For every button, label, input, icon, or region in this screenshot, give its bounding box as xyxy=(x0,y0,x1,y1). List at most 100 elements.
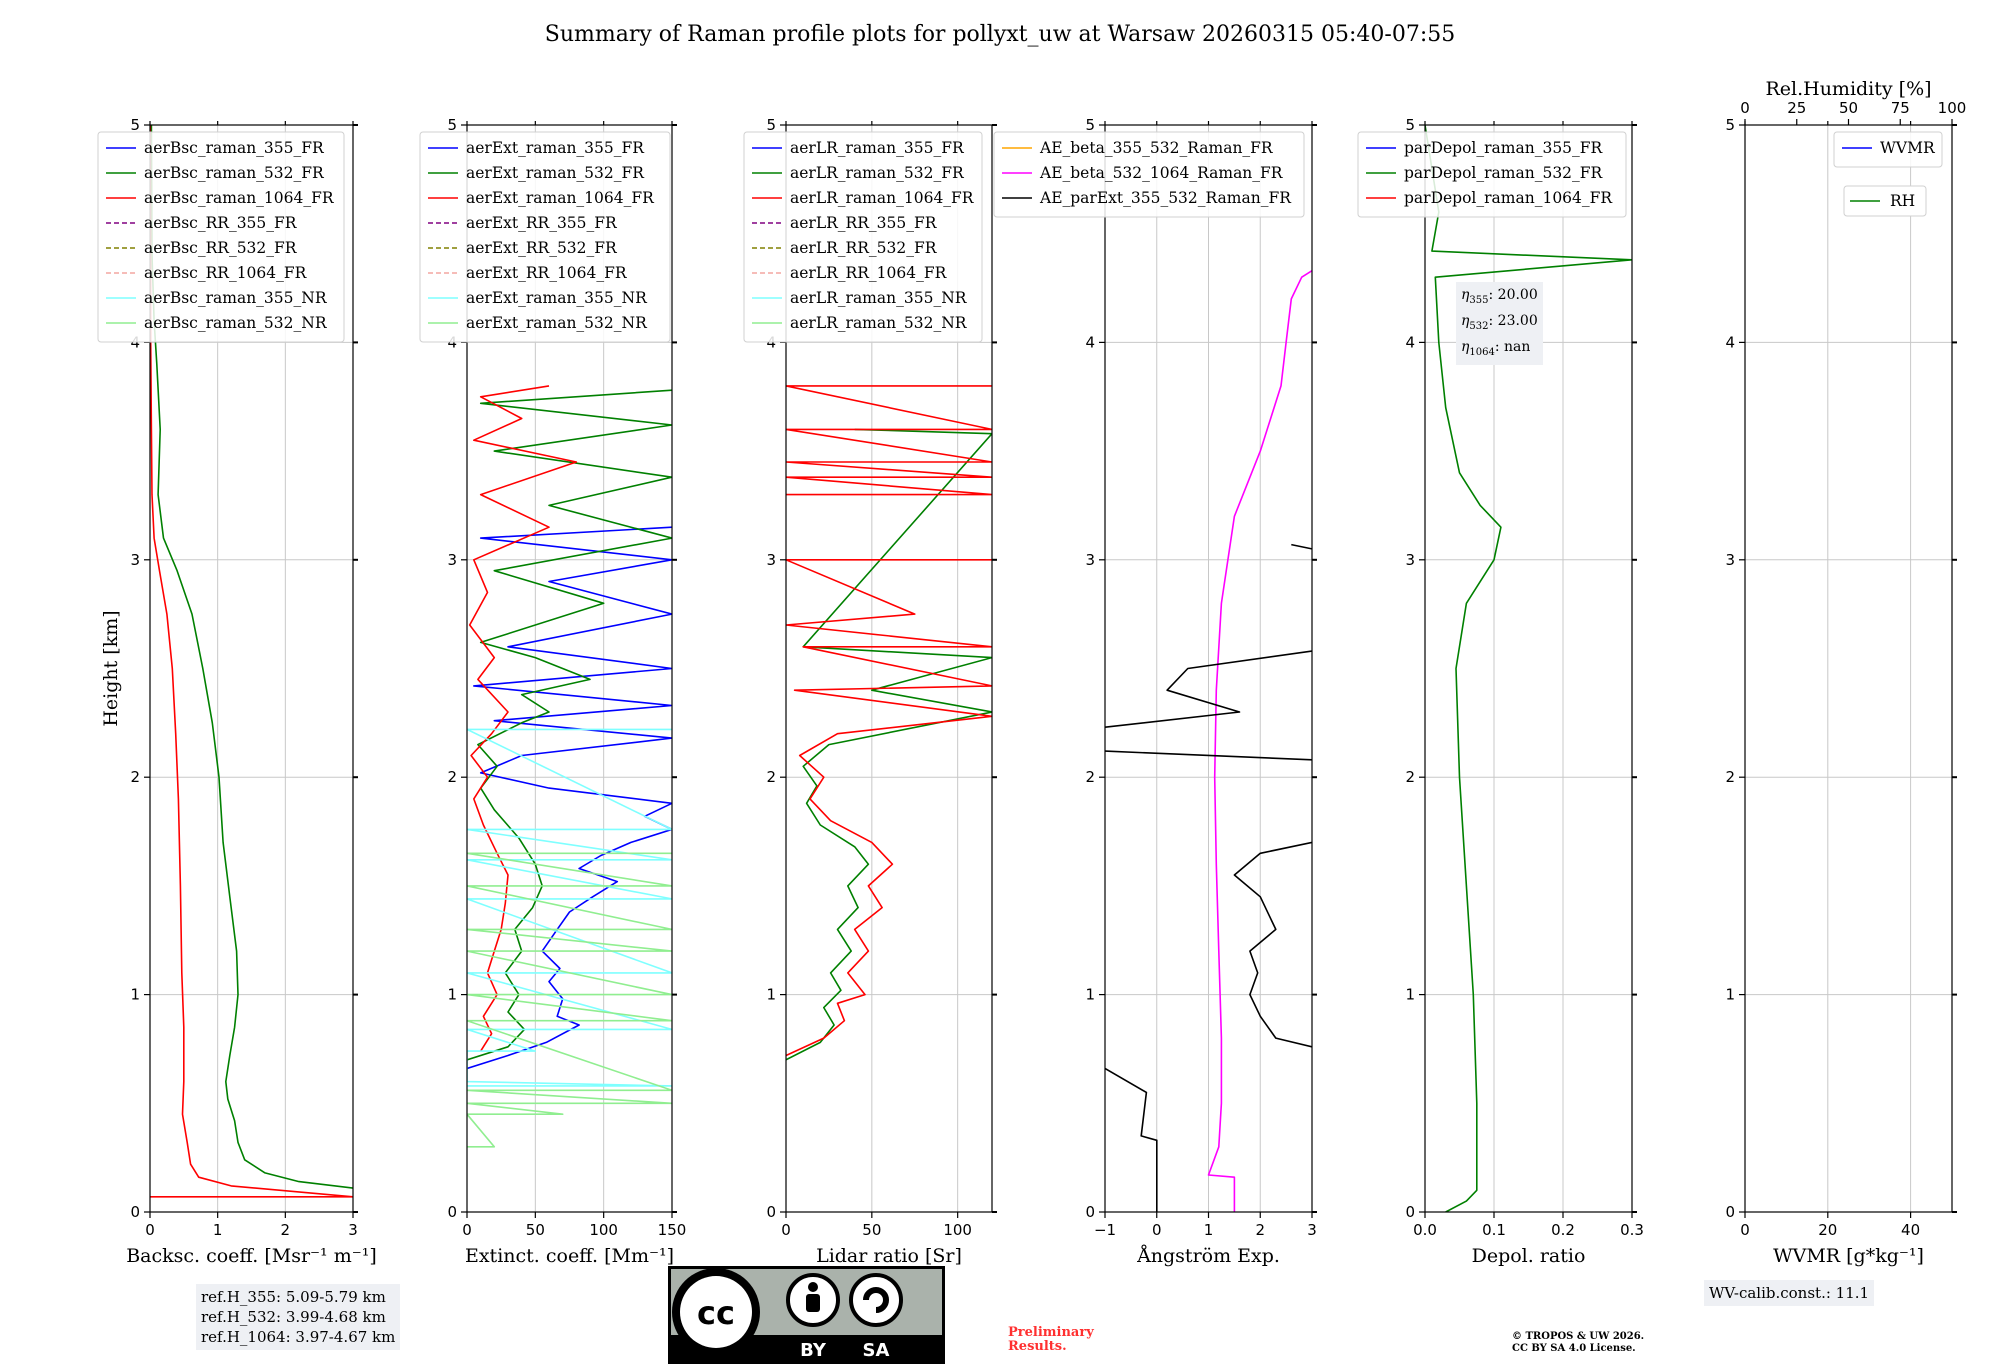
legend-entry: aerBsc_raman_1064_FR xyxy=(144,189,335,207)
legend-box xyxy=(419,131,671,343)
legend-box xyxy=(1833,131,1943,168)
series-line-AE_parExt_355_532_Raman_FR xyxy=(1105,1067,1158,1212)
x-tick-label: 3 xyxy=(348,1221,358,1239)
y-tick-label: 2 xyxy=(766,768,776,786)
series-line-aerExt_raman_355_NR xyxy=(467,728,672,1087)
series-line-aerLR_raman_1064_FR xyxy=(786,385,992,496)
axes-frame xyxy=(785,124,993,1213)
sa-icon xyxy=(849,1273,903,1327)
cc-logo-text: cc xyxy=(697,1294,735,1332)
wv-calib-text: WV-calib.const.: 11.1 xyxy=(1709,1284,1870,1302)
axes-frame xyxy=(149,124,354,1213)
copyright-line-2: CC BY SA 4.0 License. xyxy=(1512,1343,1636,1354)
series-line-aerLR_raman_532_FR xyxy=(786,428,992,1061)
legend-entry: aerExt_RR_355_FR xyxy=(466,214,618,232)
y-tick-label: 1 xyxy=(447,986,457,1004)
legend-entry: aerLR_RR_1064_FR xyxy=(790,264,948,282)
legend: parDepol_raman_355_FR parDepol_raman_532_… xyxy=(1357,131,1627,218)
legend-entry: aerExt_raman_355_FR xyxy=(466,139,645,157)
series-line-AE_parExt_355_532_Raman_FR xyxy=(1233,841,1312,1048)
legend-entry: AE_parExt_355_532_Raman_FR xyxy=(1039,189,1292,207)
x-tick-label: 1 xyxy=(1204,1221,1214,1239)
series-line-AE_beta_532_1064_Raman_FR xyxy=(1207,270,1312,1212)
legend-entry: aerExt_raman_532_NR xyxy=(466,314,648,332)
legend-entry: aerLR_RR_532_FR xyxy=(790,239,938,257)
legend-entry: aerExt_raman_355_NR xyxy=(466,289,648,307)
legend2-box xyxy=(1843,185,1927,217)
y-tick-label: 5 xyxy=(130,116,140,134)
ref-height-1064: ref.H_1064: 3.97-4.67 km xyxy=(201,1328,396,1346)
legend-entry: aerBsc_raman_532_NR xyxy=(144,314,328,332)
eta-1064-value: nan xyxy=(1504,338,1531,355)
x-tick-label: 0 xyxy=(145,1221,155,1239)
series-line-aerExt_raman_355_FR xyxy=(467,526,672,1070)
y-tick-label: 3 xyxy=(1405,551,1415,569)
y-tick-label: 4 xyxy=(1405,333,1415,351)
series-line-aerLR_raman_1064_FR xyxy=(786,559,992,1057)
legend-entry: aerExt_raman_1064_FR xyxy=(466,189,655,207)
legend: aerExt_raman_355_FR aerExt_raman_532_FRae… xyxy=(419,131,671,343)
sa-icon-arrow xyxy=(863,1287,889,1313)
y-tick-label: 5 xyxy=(1405,116,1415,134)
wv-calib-box: WV-calib.const.: 11.1 xyxy=(1704,1280,1875,1306)
axes-frame xyxy=(466,124,673,1213)
y-tick-label: 5 xyxy=(447,116,457,134)
legend-entry: aerBsc_raman_355_FR xyxy=(144,139,325,157)
legend-entry: aerLR_raman_532_FR xyxy=(790,164,965,182)
panel-lr: 050100012345Lidar ratio [Sr]aerLR_raman_… xyxy=(743,116,997,1267)
y-tick-label: 3 xyxy=(1085,551,1095,569)
x-axis-label: WVMR [g*kg⁻¹] xyxy=(1773,1245,1924,1267)
series-line-aerExt_raman_1064_FR xyxy=(468,385,578,1052)
y-tick-label: 3 xyxy=(130,551,140,569)
x-tick-label: −1 xyxy=(1094,1221,1116,1239)
x-tick-label: 100 xyxy=(943,1221,972,1239)
top-tick-label: 0 xyxy=(1740,99,1750,117)
top-tick-label: 100 xyxy=(1938,99,1967,117)
y-tick-label: 5 xyxy=(766,116,776,134)
cc-logo-inner xyxy=(680,1276,752,1348)
panel-depol: 0.0 0.1 0.2 0.3 0 1 2 3 4 5 Depol. ratio parDepol_r… xyxy=(1357,116,1644,1267)
y-tick-label: 0 xyxy=(130,1203,140,1221)
legend-entry: AE_beta_355_532_Raman_FR xyxy=(1039,139,1274,157)
x-tick-label: 20 xyxy=(1818,1221,1837,1239)
legend-entry: aerLR_raman_532_NR xyxy=(790,314,968,332)
top-tick-label: 25 xyxy=(1787,99,1806,117)
y-tick-label: 4 xyxy=(1085,333,1095,351)
y-tick-label: 0 xyxy=(1725,1203,1735,1221)
x-axis-label: Lidar ratio [Sr] xyxy=(816,1245,962,1267)
cc-by-label: BY xyxy=(800,1340,827,1361)
legend-entry: aerExt_RR_1064_FR xyxy=(466,264,628,282)
y-tick-label: 2 xyxy=(130,768,140,786)
x-tick-label: 0.2 xyxy=(1551,1221,1575,1239)
y-tick-label: 1 xyxy=(1085,986,1095,1004)
x-tick-label: 100 xyxy=(589,1221,618,1239)
eta-box: η355: 20.00 η532: 23.00 η1064: nan xyxy=(1456,282,1543,366)
eta-532: η532: 23.00 xyxy=(1461,312,1538,332)
ref-height-532: ref.H_532: 3.99-4.68 km xyxy=(201,1308,386,1326)
series-line-aerBsc_raman_532_FR xyxy=(150,125,353,1189)
legend-entry: aerLR_RR_355_FR xyxy=(790,214,938,232)
x-tick-label: 40 xyxy=(1901,1221,1920,1239)
panel-wv: 0 20 40 0 1 2 3 4 5 WVMR [g*kg⁻¹] 0 25 50 75 100 Rel.Hu… xyxy=(1725,78,1966,1267)
series-group xyxy=(467,385,672,1148)
x-tick-label: 0 xyxy=(1152,1221,1162,1239)
eta-532-value: 23.00 xyxy=(1497,312,1538,329)
legend-entry: aerExt_raman_532_FR xyxy=(466,164,645,182)
y-tick-label: 4 xyxy=(1725,333,1735,351)
x-tick-label: 0.3 xyxy=(1620,1221,1644,1239)
y-tick-label: 0 xyxy=(766,1203,776,1221)
copyright-note: © TROPOS & UW 2026. CC BY SA 4.0 License… xyxy=(1512,1331,1644,1355)
legend: aerBsc_raman_355_FR aerBsc_raman_532_FRae… xyxy=(97,131,345,343)
y-tick-label: 1 xyxy=(1405,986,1415,1004)
by-icon-head xyxy=(808,1282,818,1292)
y-tick-label: 3 xyxy=(766,551,776,569)
y-tick-label: 3 xyxy=(1725,551,1735,569)
legend-entry: aerBsc_raman_532_FR xyxy=(144,164,325,182)
cc-license-badge: cc BY SA xyxy=(668,1266,945,1364)
top-axis-label: Rel.Humidity [%] xyxy=(1765,78,1931,100)
eta-355-value: 20.00 xyxy=(1497,287,1538,303)
x-tick-label: 0.1 xyxy=(1482,1221,1506,1239)
x-tick-label: 2 xyxy=(1255,1221,1265,1239)
top-tick-label: 75 xyxy=(1891,99,1910,117)
y-tick-label: 1 xyxy=(130,986,140,1004)
